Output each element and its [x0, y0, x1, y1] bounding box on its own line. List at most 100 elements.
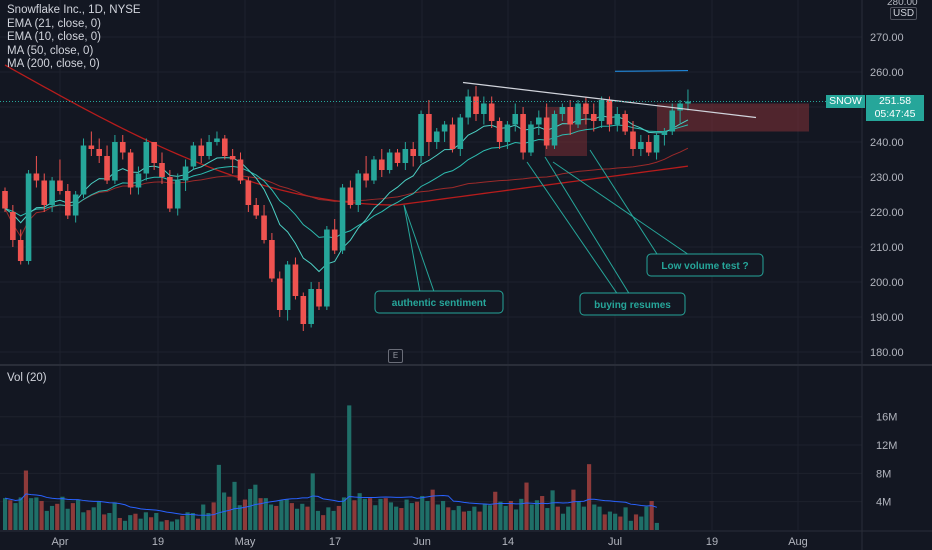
volume-bar — [566, 506, 571, 530]
volume-bar — [55, 503, 60, 530]
candle-body — [559, 107, 566, 114]
candle-body — [80, 145, 87, 195]
volume-bar — [315, 510, 321, 530]
candle-body — [677, 103, 683, 111]
candle-body — [229, 156, 236, 160]
volume-bar — [3, 498, 8, 530]
volume-bar — [336, 505, 341, 530]
callout-label: authentic sentiment — [392, 298, 487, 309]
legend-ma-50[interactable]: MA (50, close, 0) — [7, 44, 94, 57]
time-tick-label: Apr — [51, 536, 68, 548]
volume-bar — [498, 501, 503, 530]
volume-bar — [639, 516, 644, 530]
volume-bar — [576, 501, 581, 530]
price-tick-label: 190.00 — [870, 312, 904, 324]
currency-badge[interactable]: USD — [890, 7, 918, 20]
volume-bar — [305, 506, 310, 530]
annotation-callout: buying resumes — [526, 156, 686, 316]
high-level-line — [614, 70, 689, 72]
candle-body — [269, 240, 275, 279]
volume-legend[interactable]: Vol (20) — [7, 372, 47, 384]
volume-bar — [597, 506, 602, 530]
volume-bar — [23, 470, 29, 530]
volume-bar — [96, 500, 102, 530]
volume-bar — [326, 507, 331, 530]
volume-bar — [242, 499, 248, 530]
callout-box — [646, 253, 764, 277]
volume-bar — [180, 515, 185, 530]
volume-bar — [446, 507, 451, 530]
last-price: 251.58 — [878, 95, 912, 107]
volume-bar — [613, 513, 618, 530]
volume-bar — [86, 510, 91, 530]
volume-bar — [195, 518, 201, 530]
price-tick-label: 230.00 — [870, 172, 904, 184]
volume-bar — [44, 510, 49, 530]
volume-bar — [341, 497, 347, 530]
volume-bar — [628, 520, 633, 530]
callout-label: buying resumes — [594, 300, 671, 311]
candle-body — [167, 177, 173, 209]
volume-bar — [633, 514, 639, 530]
time-tick-label: Jul — [608, 536, 622, 548]
time-tick-label: 14 — [502, 536, 514, 548]
candle-body — [88, 145, 95, 149]
candle-body — [300, 296, 307, 324]
callout-pointer — [403, 204, 421, 292]
volume-bar — [451, 510, 456, 530]
price-tick-label: 240.00 — [870, 137, 904, 149]
volume-bar — [472, 506, 477, 530]
candle-body — [182, 166, 189, 181]
volume-bar — [268, 504, 274, 530]
volume-bar — [175, 519, 180, 530]
candle-body — [308, 289, 314, 324]
volume-bar — [524, 482, 529, 530]
volume-bar — [404, 499, 409, 530]
volume-bar — [289, 503, 294, 530]
volume-bar — [18, 497, 23, 530]
volume-bar — [128, 515, 133, 530]
candle-body — [198, 145, 205, 156]
volume-bar — [602, 514, 607, 530]
candle-body — [638, 142, 644, 149]
candle-body — [551, 114, 558, 146]
volume-bar — [295, 508, 300, 530]
volume-bar — [206, 513, 211, 530]
volume-bar — [149, 517, 154, 530]
earnings-icon[interactable]: E — [388, 349, 403, 363]
candle-body — [488, 103, 495, 121]
volume-bar — [143, 512, 148, 530]
volume-bar — [378, 498, 383, 530]
candle-body — [33, 173, 40, 181]
legend-ema-10[interactable]: EMA (10, close, 0) — [7, 31, 101, 44]
price-axis-top-tick: 280.00 — [887, 0, 918, 8]
legend-ma-200[interactable]: MA (200, close, 0) — [7, 58, 100, 71]
volume-bar — [362, 498, 367, 530]
candle-body — [96, 149, 102, 156]
legend-title[interactable]: Snowflake Inc., 1D, NYSE — [7, 4, 141, 16]
candle-body — [567, 107, 573, 125]
legend-ema-21[interactable]: EMA (21, close, 0) — [7, 17, 101, 30]
volume-bar — [248, 488, 253, 530]
candle-body — [606, 100, 613, 125]
volume-bar — [154, 513, 159, 530]
candle-body — [112, 142, 118, 181]
candle-body — [151, 142, 157, 163]
candle-body — [441, 124, 448, 132]
candle-body — [253, 205, 259, 216]
candle-body — [473, 96, 479, 114]
time-tick-label: 19 — [706, 536, 718, 548]
volume-bar — [420, 496, 425, 530]
volume-tick-label: 16M — [876, 412, 897, 424]
volume-bar — [435, 504, 440, 530]
volume-tick-label: 8M — [876, 468, 891, 480]
candle-body — [583, 103, 589, 114]
candle-body — [261, 215, 267, 240]
candle-body — [598, 100, 605, 121]
volume-bar — [232, 481, 237, 530]
volume-tick-label: 4M — [876, 497, 891, 509]
volume-bar — [357, 493, 362, 530]
volume-bar — [592, 504, 597, 530]
volume-bar — [117, 517, 122, 530]
